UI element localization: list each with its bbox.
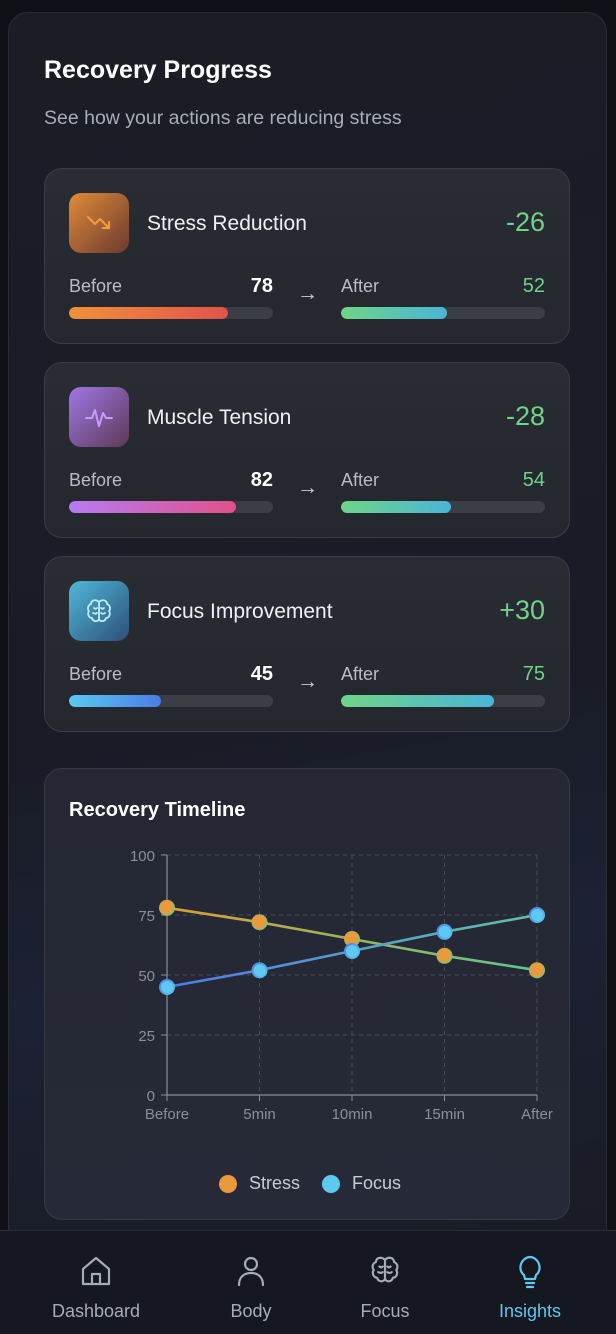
data-point-focus — [251, 962, 268, 979]
before-value: 45 — [250, 663, 273, 685]
before-label: Before — [69, 470, 123, 490]
before-progress-bar — [69, 307, 273, 319]
y-tick-label: 0 — [147, 1088, 155, 1105]
x-tick-label: 10min — [332, 1106, 373, 1123]
after-progress-bar — [341, 501, 545, 513]
chart-title: Recovery Timeline — [69, 799, 246, 821]
nav-label: Body — [230, 1301, 272, 1321]
data-point-stress — [529, 962, 545, 979]
before-value: 82 — [250, 469, 273, 491]
y-tick-label: 100 — [130, 848, 155, 865]
nav-item-body[interactable]: Body — [181, 1253, 321, 1322]
nav-item-focus[interactable]: Focus — [315, 1253, 455, 1322]
legend-swatch-focus — [322, 1174, 341, 1193]
before-progress-bar — [69, 695, 273, 707]
before-value: 78 — [250, 275, 273, 297]
data-point-focus — [529, 907, 545, 923]
before-progress-bar — [69, 501, 273, 513]
before-progress-fill — [69, 501, 237, 513]
trending-down-icon — [86, 215, 111, 230]
before-progress-fill — [69, 307, 229, 319]
legend-label-focus: Focus — [352, 1173, 402, 1193]
user-icon — [237, 1256, 265, 1287]
metric-card-focus[interactable]: Focus Improvement +30 Before 45 → After … — [44, 556, 570, 732]
after-value: 52 — [522, 275, 545, 297]
data-point-stress — [251, 914, 268, 931]
nav-label: Insights — [498, 1301, 562, 1321]
x-tick-label: After — [521, 1106, 553, 1123]
legend-item-focus[interactable]: Focus — [322, 1173, 401, 1194]
metric-icon-box — [69, 387, 129, 447]
arrow-icon: → — [297, 282, 318, 305]
metric-delta: +30 — [499, 595, 545, 625]
metric-delta: -28 — [505, 401, 545, 431]
data-point-stress — [159, 899, 175, 916]
x-tick-label: 15min — [424, 1106, 465, 1123]
page-title: Recovery Progress — [44, 56, 272, 84]
legend-label-stress: Stress — [249, 1173, 301, 1193]
lightbulb-icon — [519, 1255, 541, 1289]
brain-icon — [87, 599, 111, 623]
legend-item-stress[interactable]: Stress — [219, 1173, 300, 1194]
chart-legend: Stress Focus — [219, 1173, 423, 1194]
pulse-icon — [85, 409, 113, 427]
after-progress-bar — [341, 307, 545, 319]
metric-name: Stress Reduction — [147, 212, 307, 235]
bottom-nav: Dashboard Body Focus Insights — [0, 1230, 616, 1334]
metric-name: Focus Improvement — [147, 600, 333, 623]
page-subtitle: See how your actions are reducing stress — [44, 107, 402, 129]
nav-item-dashboard[interactable]: Dashboard — [26, 1253, 166, 1322]
before-progress-fill — [69, 695, 161, 707]
metric-delta: -26 — [505, 207, 545, 237]
before-label: Before — [69, 664, 123, 684]
after-progress-fill — [341, 307, 448, 319]
home-icon — [81, 1256, 111, 1286]
after-label: After — [341, 664, 380, 684]
nav-label: Focus — [360, 1301, 410, 1321]
after-progress-bar — [341, 695, 545, 707]
y-tick-label: 25 — [138, 1028, 155, 1045]
y-tick-label: 50 — [138, 968, 155, 985]
after-label: After — [341, 276, 380, 296]
data-point-focus — [436, 923, 453, 940]
after-progress-fill — [341, 501, 452, 513]
legend-swatch-stress — [219, 1174, 237, 1193]
data-point-focus — [344, 943, 360, 959]
after-value: 54 — [522, 469, 545, 491]
recovery-timeline-card: Recovery Timeline 0 25 50 75 100 Before 5min 10… — [44, 768, 570, 1220]
metric-name: Muscle Tension — [147, 406, 292, 429]
metric-icon-box — [69, 193, 129, 253]
metric-card-muscle-tension[interactable]: Muscle Tension -28 Before 82 → After 54 — [44, 362, 570, 538]
nav-label: Dashboard — [51, 1301, 141, 1321]
recovery-timeline-chart: 0 25 50 75 100 Before 5min 10min 15min After — [130, 848, 553, 1123]
arrow-icon: → — [297, 670, 318, 693]
x-tick-label: Before — [145, 1106, 189, 1123]
arrow-icon: → — [297, 476, 318, 499]
data-point-stress — [436, 947, 453, 964]
data-point-focus — [159, 979, 175, 995]
brain-icon — [371, 1256, 399, 1283]
metric-icon-box — [69, 581, 129, 641]
nav-item-insights[interactable]: Insights — [460, 1253, 600, 1322]
before-label: Before — [69, 276, 123, 296]
after-progress-fill — [341, 695, 494, 707]
metric-card-stress[interactable]: Stress Reduction -26 Before 78 → After 5… — [44, 168, 570, 344]
after-value: 75 — [522, 663, 545, 685]
x-tick-label: 5min — [243, 1106, 276, 1123]
y-tick-label: 75 — [138, 908, 155, 925]
after-label: After — [341, 470, 380, 490]
